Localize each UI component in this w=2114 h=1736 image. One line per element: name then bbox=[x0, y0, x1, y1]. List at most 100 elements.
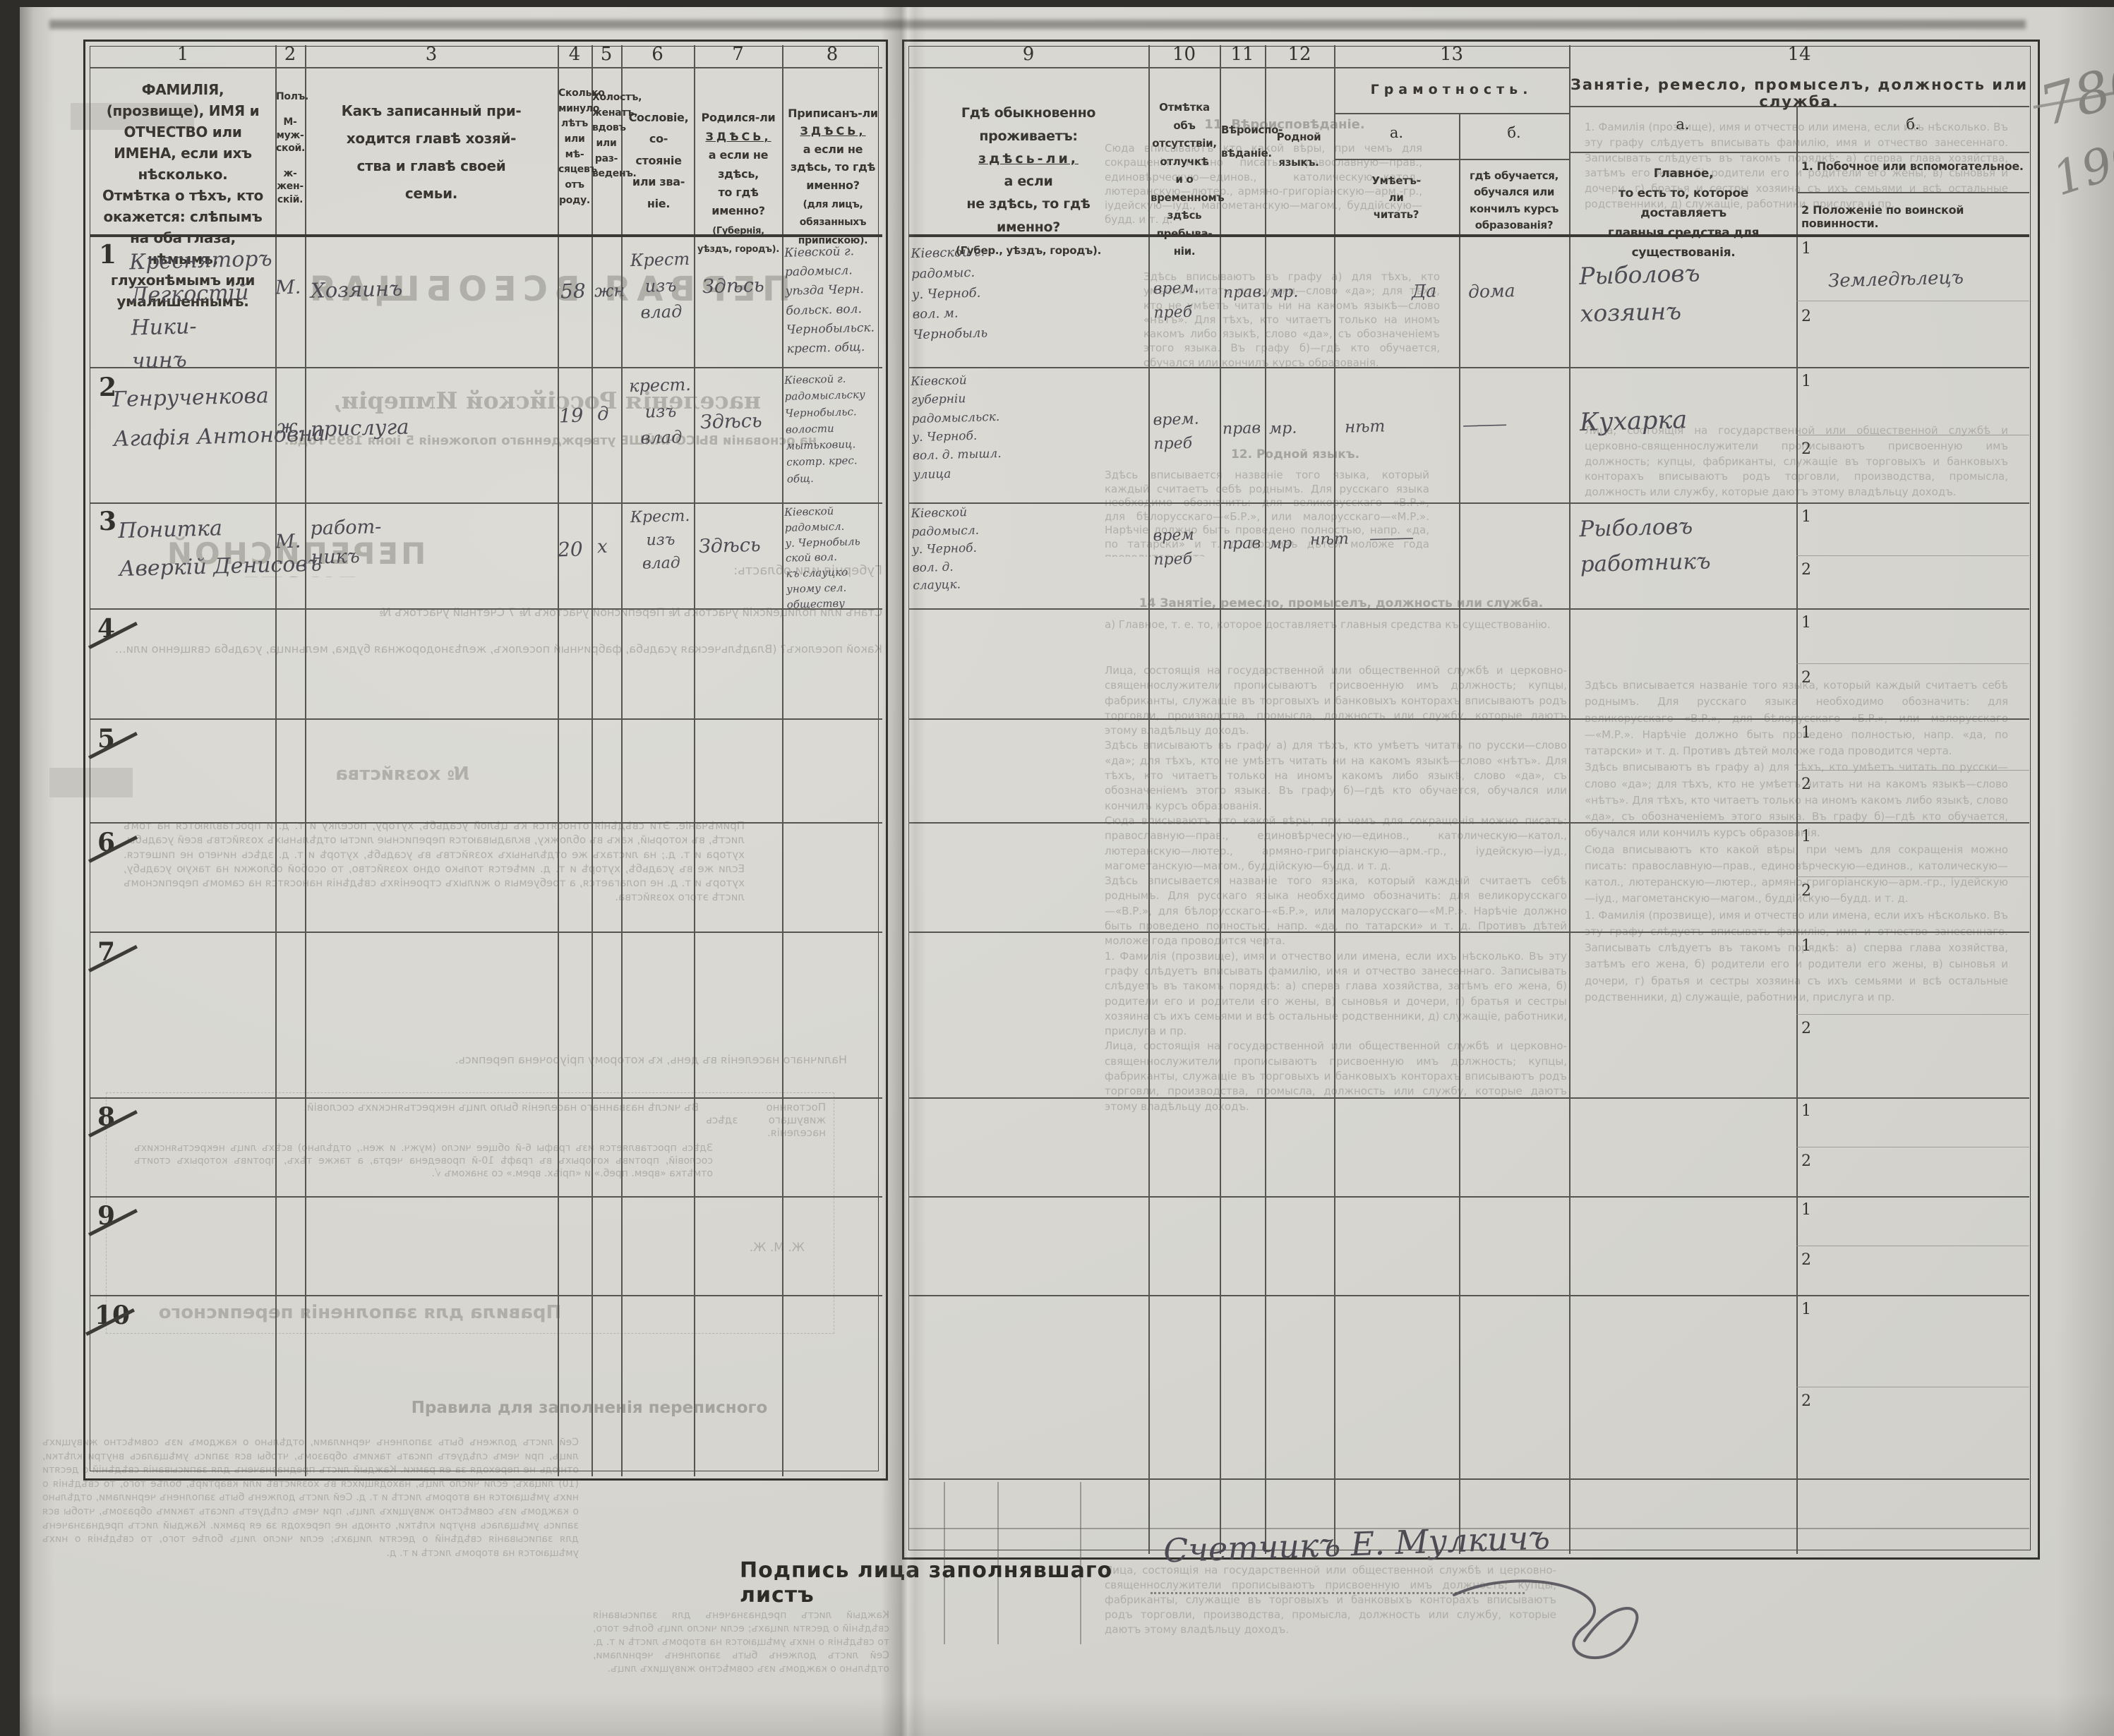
subcell-hairline bbox=[1796, 876, 2029, 877]
header-col9-residence: Гдѣ обыкновенно проживаетъ: здѣсь-ли, а … bbox=[912, 79, 1145, 261]
grid-line-v bbox=[558, 45, 559, 1476]
sub2-mark: 2 bbox=[1801, 669, 1811, 687]
row-number-crossed: 7 bbox=[97, 937, 116, 967]
column-number-14: 14 bbox=[1787, 44, 1811, 65]
header-col13-literacy: Грамотность. bbox=[1370, 82, 1533, 97]
column-number-8: 8 bbox=[826, 44, 839, 65]
header-col13b-where: гдѣ обучается, обучался или кончилъ курс… bbox=[1469, 169, 1559, 231]
bleed-frag: Здѣсь вписывается названіе того языка, к… bbox=[1105, 874, 1567, 948]
row1-marital: жн bbox=[594, 280, 625, 301]
grid-line-h bbox=[90, 718, 882, 720]
bleed-frag: Сюда вписываютъ кто какой вѣры, при чемъ… bbox=[1105, 814, 1567, 872]
column-number-2: 2 bbox=[284, 44, 296, 65]
column-number-1: 1 bbox=[176, 44, 189, 65]
grid-line-h bbox=[908, 234, 2029, 237]
row1-registered: Кіевской г. радомысл. уѣзда Черн. больск… bbox=[783, 244, 875, 356]
bleed-frag: 1. Фамилія (прозвище), имя и отчество ил… bbox=[1585, 908, 2008, 1003]
grid-line-h bbox=[90, 367, 882, 368]
row2-sex: ж. bbox=[276, 416, 304, 438]
row3-marital: х bbox=[596, 536, 608, 558]
row3-absence: врем преб bbox=[1153, 526, 1195, 569]
column-number-10: 10 bbox=[1172, 44, 1196, 65]
header-col9-note: (Губер., уѣздъ, городъ). bbox=[956, 244, 1101, 258]
header-col13a-label: а. bbox=[1389, 124, 1404, 141]
row1-religion: прав. bbox=[1223, 283, 1267, 302]
header-col8-pre: Приписанъ-ли bbox=[788, 106, 878, 120]
header-col1-names: ФАМИЛІЯ, (прозвище), ИМЯ и ОТЧЕСТВО или … bbox=[106, 81, 260, 183]
header-col7-emph: ЗДѢСЬ, bbox=[705, 129, 771, 143]
sub1-mark: 1 bbox=[1801, 1301, 1811, 1318]
sub2-mark: 2 bbox=[1801, 1152, 1811, 1170]
stub-line bbox=[944, 1482, 945, 1644]
header-col8-mid: а если не здѣсь, то гдѣ именно? bbox=[790, 142, 876, 192]
row2-literacy-where-dash: ——— bbox=[1462, 415, 1506, 435]
grid-line-h bbox=[1569, 106, 2029, 107]
header-col9-emph: здѣсь-ли, bbox=[978, 150, 1079, 167]
subcell-hairline bbox=[1796, 663, 2029, 664]
grid-line-v bbox=[275, 45, 277, 1476]
row2-born: Здѣсь bbox=[699, 409, 762, 434]
header-col5-marital: Холостъ, женатъ, вдовъ или раз- веденъ. bbox=[592, 92, 642, 180]
sub1-mark: 1 bbox=[1801, 240, 1811, 258]
column-number-7: 7 bbox=[732, 44, 744, 65]
grid-line-h bbox=[90, 1295, 882, 1296]
page-fold-shadow bbox=[881, 7, 926, 1736]
grid-line-h bbox=[908, 932, 2029, 933]
header-col2-sex: Полъ. М-муж- ской. ж-жен- скій. bbox=[276, 91, 308, 205]
row1-born: Здѣсь bbox=[702, 274, 764, 299]
page-curl-shadow bbox=[20, 7, 55, 1736]
sub2-mark: 2 bbox=[1801, 1392, 1811, 1410]
header-col10-absence: Отмѣтка объ отсутствіи, отлучкѣ и о врем… bbox=[1151, 101, 1225, 258]
row1-occupation-main: Рыболовъ хозяинъ bbox=[1578, 259, 1700, 327]
grid-line-h bbox=[90, 234, 882, 237]
scan-smudge bbox=[49, 20, 2026, 29]
grid-line-h bbox=[908, 367, 2029, 368]
row-number: 3 bbox=[99, 507, 117, 536]
row1-estate: Крест изъ влад bbox=[630, 248, 690, 323]
row3-registered: Кіевской радомысл. у. Чернобыль ской вол… bbox=[784, 505, 860, 611]
bleed-instructions-block: Лица, состоящія на государственной или о… bbox=[1105, 663, 1567, 1468]
grid-line-v bbox=[305, 45, 306, 1476]
row2-estate: крест. изъ влад bbox=[628, 374, 692, 449]
row2-residence: Кіевской губерніи радомысльск. у. Черноб… bbox=[911, 373, 1002, 482]
grid-line-h bbox=[90, 608, 882, 610]
row1-literacy-reads: Да bbox=[1411, 280, 1437, 302]
sub1-mark: 1 bbox=[1801, 614, 1811, 632]
header-col11-religion: Вѣроиспо- вѣданіе. bbox=[1221, 123, 1283, 159]
left-table-frame bbox=[83, 40, 888, 1481]
row3-occupation-main: Рыболовъ работникъ bbox=[1578, 513, 1711, 577]
grid-line-h bbox=[1334, 113, 1569, 114]
header-col7-pre: Родился-ли bbox=[701, 111, 776, 125]
header-col13a-reads: Умѣетъ- ли читать? bbox=[1371, 174, 1421, 221]
header-col7-mid: а если не здѣсь, то гдѣ именно? bbox=[708, 148, 769, 218]
row2-literacy-reads: нѣт bbox=[1344, 417, 1386, 437]
sub1-mark: 1 bbox=[1801, 508, 1811, 526]
row2-age: 19 bbox=[558, 404, 584, 428]
bleed-sec11: 11. Вѣроисповѣданіе. bbox=[1204, 117, 1365, 132]
grid-line-v bbox=[1265, 45, 1266, 1554]
sub1-mark: 1 bbox=[1801, 828, 1811, 845]
header-col1: ФАМИЛІЯ, (прозвище), ИМЯ и ОТЧЕСТВО или … bbox=[95, 79, 271, 310]
row1-relation: Хозяинъ bbox=[310, 276, 403, 303]
bleed-right-col-par2: Лица, состоящія на государственной или о… bbox=[1585, 424, 2008, 498]
sub1-mark: 1 bbox=[1801, 1201, 1811, 1219]
column-number-3: 3 bbox=[425, 44, 438, 65]
header-col9-mid: а если не здѣсь, то гдѣ именно? bbox=[966, 174, 1091, 235]
row3-estate: Крест. изъ влад bbox=[630, 507, 690, 573]
sub1-mark: 1 bbox=[1801, 1102, 1811, 1120]
header-col3-relation: Какъ записанный при- ходится главѣ хозяй… bbox=[341, 102, 522, 202]
sub2-mark: 2 bbox=[1801, 776, 1811, 793]
header-col13b-label: б. bbox=[1507, 124, 1521, 141]
row3-literacy-reads: нѣт bbox=[1309, 530, 1350, 549]
bottom-edge-shadow bbox=[20, 1694, 2114, 1736]
row1-literacy-where: дома bbox=[1467, 280, 1515, 302]
row-number: 1 bbox=[99, 240, 117, 270]
sub2-mark: 2 bbox=[1801, 1020, 1811, 1037]
header-col1-disability: Отмѣтка о тѣхъ, кто окажется: слѣпымъ на… bbox=[102, 187, 263, 310]
grid-line-v bbox=[782, 45, 783, 1476]
grid-line-v bbox=[1569, 45, 1571, 1554]
grid-line-h bbox=[1569, 152, 2029, 153]
bleed-right-col-par: 1. Фамилія (прозвище), имя и отчество ил… bbox=[1585, 121, 2008, 210]
grid-line-h bbox=[908, 822, 2029, 824]
